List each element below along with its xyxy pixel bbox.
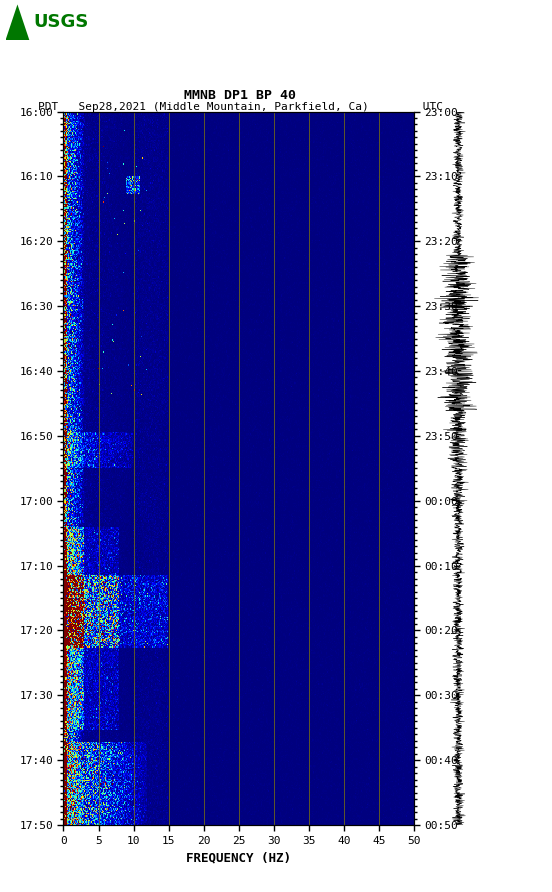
Text: USGS: USGS <box>33 13 89 31</box>
Text: PDT   Sep28,2021 (Middle Mountain, Parkfield, Ca)        UTC: PDT Sep28,2021 (Middle Mountain, Parkfie… <box>38 103 443 112</box>
X-axis label: FREQUENCY (HZ): FREQUENCY (HZ) <box>186 851 291 864</box>
Text: MMNB DP1 BP 40: MMNB DP1 BP 40 <box>184 88 296 102</box>
Polygon shape <box>6 4 29 40</box>
